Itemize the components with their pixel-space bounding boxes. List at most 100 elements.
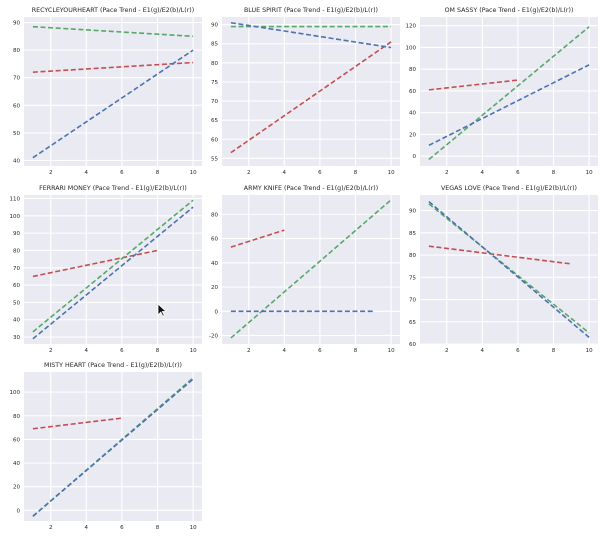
y-tick-label: 70: [13, 76, 20, 82]
y-tick-label: 120: [406, 24, 417, 30]
x-tick-label: 10: [388, 348, 395, 354]
x-tick-label: 6: [120, 170, 124, 176]
y-tick-label: 100: [10, 214, 21, 220]
subplot-5: 2 4 6 8 10 -20 0 20 40 60 80 ARMY KNIFE (Pace Trend…: [209, 185, 400, 354]
x-tick-label: 6: [120, 525, 124, 531]
trend-line-r: [32, 249, 158, 278]
x-tick-label: 2: [49, 170, 53, 176]
x-tick-label: 10: [190, 348, 197, 354]
y-tick-label: 40: [211, 261, 218, 267]
subplot-title: RECYCLEYOURHEART (Pace Trend - E1(g)/E2(…: [32, 7, 194, 14]
y-tick-label: 80: [13, 414, 20, 420]
y-tick-label: 80: [409, 67, 416, 73]
y-tick-label: 0: [413, 154, 417, 160]
plot-area: [222, 195, 400, 344]
subplot-1: 2 4 6 8 10 40 50 60 70 80 90 RECYCLEYOURHEART (Pace…: [13, 7, 202, 176]
y-tick-label: 90: [409, 209, 416, 215]
subplot-4: 2 4 6 8 10 30 40 50 60 70 80 90 100 110 FERRARI MONEY …: [10, 185, 202, 354]
x-tick-label: 4: [85, 525, 89, 531]
x-tick-label: 6: [120, 348, 124, 354]
x-tick-label: 8: [354, 348, 358, 354]
trend-line-g: [32, 199, 194, 333]
y-tick-label: 40: [409, 111, 416, 117]
y-tick-label: 40: [13, 461, 20, 467]
y-tick-label: 50: [13, 131, 20, 137]
y-tick-label: 80: [13, 48, 20, 54]
y-tick-label: 85: [409, 231, 416, 237]
trend-line-b: [32, 49, 194, 159]
x-tick-label: 4: [283, 348, 287, 354]
y-tick-label: 55: [211, 156, 218, 162]
y-tick-label: 65: [409, 320, 416, 326]
x-tick-label: 2: [49, 525, 53, 531]
y-tick-label: 60: [409, 342, 416, 348]
trend-line-r: [32, 61, 194, 73]
subplot-title: VEGAS LOVE (Pace Trend - E1(g)/E2(b)/L(r…: [441, 185, 577, 192]
trend-line-b: [230, 21, 392, 49]
x-tick-label: 4: [85, 348, 89, 354]
plot-area: [24, 17, 202, 166]
x-tick-label: 10: [586, 348, 593, 354]
x-tick-label: 8: [552, 170, 556, 176]
mouse-cursor-icon: [157, 303, 167, 317]
subplot-title: BLUE SPIRIT (Pace Trend - E1(g)/E2(b)/L(…: [244, 7, 378, 14]
plot-area: [222, 17, 400, 166]
subplot-title: ARMY KNIFE (Pace Trend - E1(g)/E2(b)/L(r…: [244, 185, 378, 192]
x-tick-label: 8: [156, 348, 160, 354]
x-tick-label: 8: [552, 348, 556, 354]
y-tick-label: 30: [13, 335, 20, 341]
x-tick-label: 8: [354, 170, 358, 176]
y-tick-label: 80: [13, 248, 20, 254]
trend-line-b: [428, 201, 590, 338]
x-tick-label: 10: [388, 170, 395, 176]
trend-line-g: [428, 203, 590, 334]
x-tick-label: 2: [445, 170, 449, 176]
x-tick-label: 4: [481, 170, 485, 176]
y-tick-label: 90: [211, 23, 218, 29]
y-tick-label: 100: [10, 390, 21, 396]
y-tick-label: 70: [409, 298, 416, 304]
y-tick-label: 75: [211, 80, 218, 86]
x-tick-label: 2: [49, 348, 53, 354]
y-tick-label: 20: [409, 132, 416, 138]
trend-line-g: [230, 199, 392, 339]
trend-line-r: [428, 245, 572, 265]
y-tick-label: 60: [13, 103, 20, 109]
y-tick-label: 60: [211, 137, 218, 143]
x-tick-label: 6: [318, 348, 322, 354]
y-tick-label: 100: [406, 45, 417, 51]
trend-line-b: [32, 378, 194, 517]
x-tick-label: 2: [247, 170, 251, 176]
y-tick-label: 60: [211, 237, 218, 243]
y-tick-label: 0: [215, 309, 219, 315]
y-tick-label: -20: [209, 334, 218, 340]
trend-line-r: [230, 229, 285, 248]
trend-line-g: [32, 25, 194, 38]
x-tick-label: 2: [445, 348, 449, 354]
x-tick-label: 4: [481, 348, 485, 354]
y-tick-label: 80: [211, 212, 218, 218]
y-tick-label: 40: [13, 158, 20, 164]
y-tick-label: 85: [211, 42, 218, 48]
x-tick-label: 10: [586, 170, 593, 176]
y-tick-label: 110: [10, 196, 21, 202]
y-tick-label: 40: [13, 318, 20, 324]
subplot-2: 2 4 6 8 10 55 60 65 70 75 80 85 90 BLUE SPIRIT (Pace …: [211, 7, 400, 176]
y-tick-label: 0: [17, 508, 21, 514]
y-tick-label: 20: [211, 285, 218, 291]
x-tick-label: 6: [516, 170, 520, 176]
x-tick-label: 6: [516, 348, 520, 354]
trend-line-r: [230, 41, 392, 154]
subplot-title: MISTY HEART (Pace Trend - E1(g)/E2(b)/L(…: [44, 362, 182, 369]
trend-line-g: [428, 26, 590, 161]
subplot-6: 2 4 6 8 10 60 65 70 75 80 85 90 VEGAS LOVE (Pace Tre…: [409, 185, 598, 354]
y-tick-label: 70: [211, 99, 218, 105]
x-tick-label: 4: [85, 170, 89, 176]
y-tick-label: 70: [13, 266, 20, 272]
y-tick-label: 90: [13, 21, 20, 27]
x-tick-label: 6: [318, 170, 322, 176]
y-tick-label: 60: [13, 437, 20, 443]
